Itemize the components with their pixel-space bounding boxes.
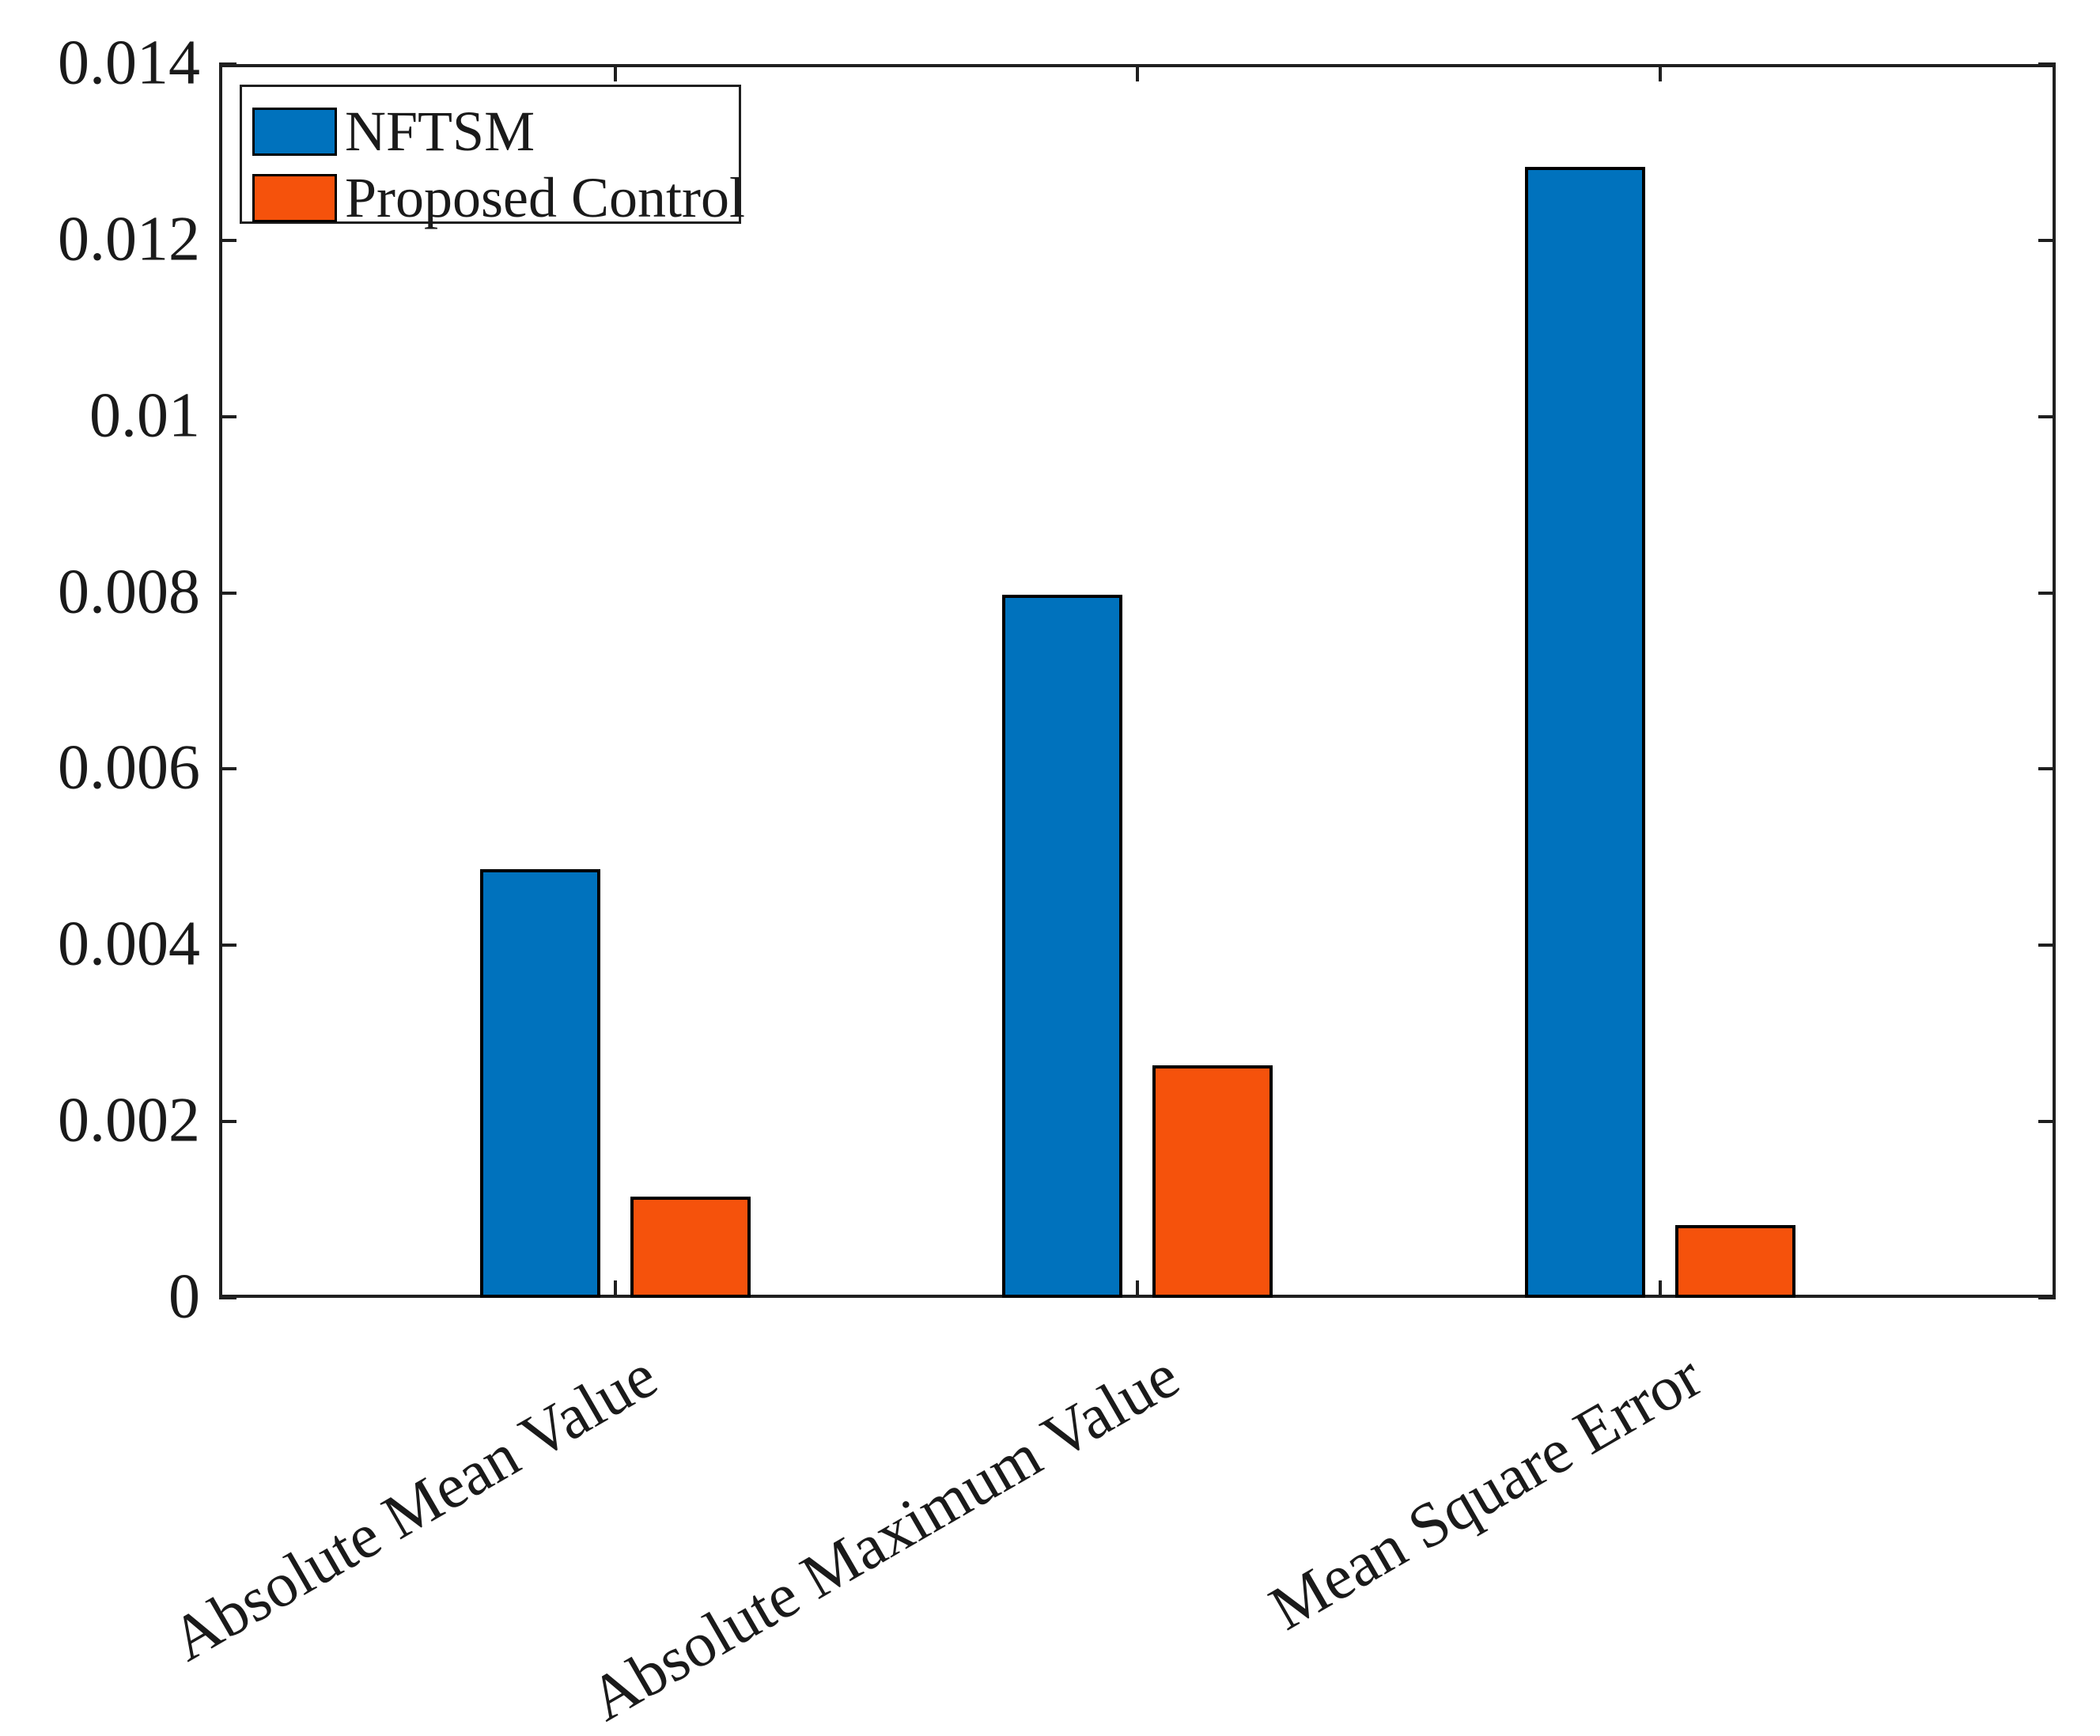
y-tick-mark-left <box>219 239 236 242</box>
x-tick-mark-bottom <box>1136 1280 1139 1298</box>
legend-label-nftsm: NFTSM <box>345 100 535 163</box>
bar-nftsm-1 <box>480 869 600 1298</box>
bar-proposed-control-2 <box>1152 1065 1273 1298</box>
y-tick-mark-left <box>219 415 236 418</box>
y-tick-mark-right <box>2038 1296 2056 1299</box>
x-tick-mark-bottom <box>1659 1280 1662 1298</box>
legend-swatch-proposed-control <box>252 173 337 222</box>
y-axis-tick-label: 0.006 <box>58 732 200 803</box>
bar-proposed-control-3 <box>1675 1225 1795 1298</box>
x-tick-mark-top <box>614 64 617 81</box>
y-axis-tick-label: 0.01 <box>89 380 200 451</box>
x-axis-category-label: Absolute Mean Value <box>159 1341 669 1675</box>
legend-swatch-nftsm <box>252 107 337 156</box>
y-tick-mark-left <box>219 62 236 66</box>
y-tick-mark-left <box>219 944 236 947</box>
bar-proposed-control-1 <box>630 1197 751 1298</box>
legend-label-proposed-control: Proposed Control <box>345 166 746 229</box>
y-tick-mark-right <box>2038 592 2056 595</box>
y-axis-tick-label: 0.004 <box>58 909 200 979</box>
y-tick-mark-right <box>2038 415 2056 418</box>
bar-nftsm-2 <box>1002 595 1122 1298</box>
y-tick-mark-left <box>219 1296 236 1299</box>
y-axis-tick-label: 0.008 <box>58 556 200 626</box>
y-tick-mark-right <box>2038 1120 2056 1123</box>
y-axis-tick-label: 0.012 <box>58 204 200 274</box>
legend-entry-proposed-control: Proposed Control <box>252 165 745 231</box>
y-axis-tick-label: 0.014 <box>58 28 200 98</box>
y-axis-tick-label: 0.002 <box>58 1085 200 1155</box>
y-tick-mark-left <box>219 1120 236 1123</box>
legend: NFTSM Proposed Control <box>240 85 745 226</box>
bar-nftsm-3 <box>1525 167 1645 1298</box>
x-tick-mark-top <box>1136 64 1139 81</box>
y-tick-mark-right <box>2038 767 2056 770</box>
legend-entry-nftsm: NFTSM <box>252 98 723 165</box>
y-tick-mark-left <box>219 767 236 770</box>
y-tick-mark-right <box>2038 944 2056 947</box>
x-tick-mark-top <box>1659 64 1662 81</box>
y-tick-mark-right <box>2038 239 2056 242</box>
y-axis-tick-label: 0 <box>168 1261 200 1332</box>
x-tick-mark-bottom <box>614 1280 617 1298</box>
y-tick-mark-right <box>2038 62 2056 66</box>
y-tick-mark-left <box>219 592 236 595</box>
